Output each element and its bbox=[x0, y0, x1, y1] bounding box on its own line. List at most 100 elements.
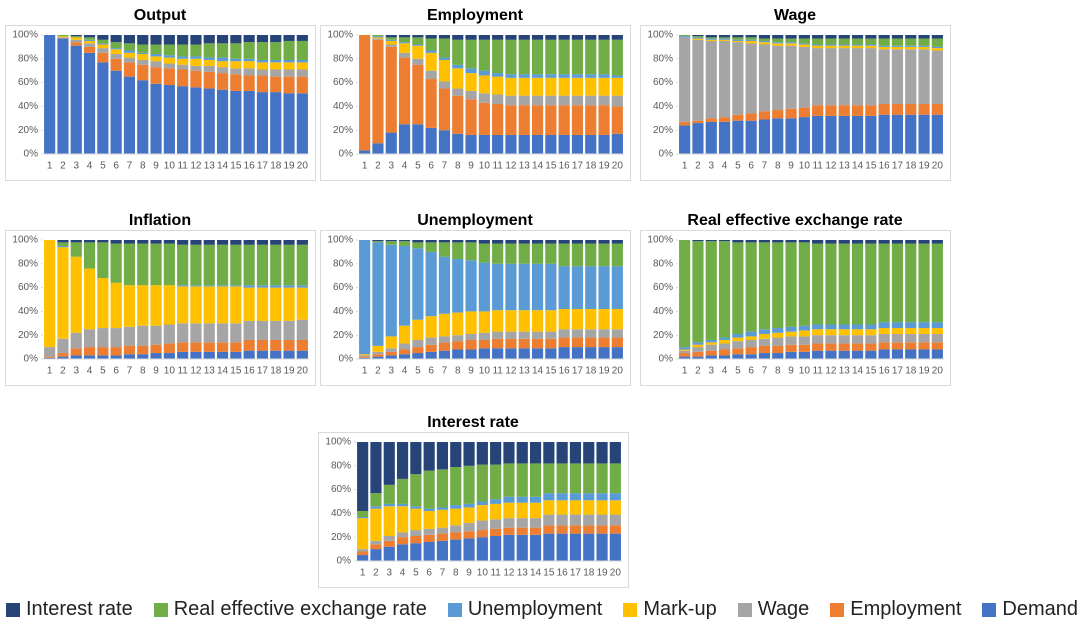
bar-segment bbox=[585, 309, 597, 330]
bar-segment bbox=[150, 67, 162, 84]
bar-segment bbox=[177, 35, 189, 45]
bar-segment bbox=[611, 39, 623, 76]
bar-segment bbox=[692, 37, 704, 39]
bar-segment bbox=[385, 35, 397, 38]
bar-segment bbox=[83, 39, 96, 41]
bar-segment bbox=[583, 500, 595, 515]
bar-segment bbox=[851, 243, 864, 325]
bar-segment bbox=[558, 329, 570, 338]
bar-segment bbox=[745, 35, 757, 38]
bar-segment bbox=[558, 309, 570, 330]
bar-segment bbox=[758, 329, 771, 335]
bar-segment bbox=[891, 114, 904, 154]
bar-segment bbox=[851, 105, 864, 116]
bar-segment bbox=[758, 38, 771, 41]
bar-segment bbox=[110, 355, 122, 359]
bar-segment bbox=[732, 240, 744, 243]
bar-segment bbox=[110, 54, 122, 59]
bar-segment bbox=[516, 502, 528, 519]
bar-segment bbox=[585, 39, 597, 75]
bar-segment bbox=[203, 43, 215, 58]
y-tick-label: 80% bbox=[333, 53, 353, 64]
bar-segment bbox=[203, 286, 215, 324]
bar-segment bbox=[370, 493, 382, 507]
bar-segment bbox=[372, 37, 384, 39]
bar-segment bbox=[718, 40, 731, 118]
bar-segment bbox=[492, 310, 504, 332]
bar-segment bbox=[785, 118, 797, 154]
bar-segment bbox=[492, 35, 504, 40]
bar-segment bbox=[216, 57, 229, 62]
bar-segment bbox=[718, 241, 731, 338]
bar-segment bbox=[865, 38, 877, 45]
bar-segment bbox=[398, 245, 411, 326]
bar-segment bbox=[918, 334, 930, 343]
bar-segment bbox=[243, 42, 255, 59]
bar-segment bbox=[385, 244, 397, 337]
bar-segment bbox=[798, 38, 810, 44]
bar-segment bbox=[503, 527, 515, 535]
bar-segment bbox=[758, 40, 771, 43]
bar-segment bbox=[385, 44, 397, 47]
bar-segment bbox=[177, 342, 189, 352]
bar-segment bbox=[772, 337, 784, 346]
bar-segment bbox=[296, 69, 308, 77]
x-tick-label: 5 bbox=[100, 161, 106, 172]
bar-segment bbox=[230, 68, 242, 75]
bar-segment bbox=[243, 90, 255, 154]
bar-segment bbox=[425, 52, 437, 71]
bar-segment bbox=[256, 339, 269, 351]
x-tick-label: 3 bbox=[388, 366, 394, 377]
bar-segment bbox=[283, 350, 295, 359]
bar-segment bbox=[812, 335, 824, 344]
bar-segment bbox=[57, 353, 69, 357]
bar-segment bbox=[838, 324, 850, 330]
bar-segment bbox=[70, 256, 82, 333]
bar-segment bbox=[203, 244, 215, 286]
bar-segment bbox=[436, 540, 449, 561]
bar-segment bbox=[891, 342, 904, 350]
bar-segment bbox=[190, 286, 202, 324]
y-tick-label: 80% bbox=[333, 258, 353, 269]
bar-segment bbox=[931, 35, 943, 39]
x-tick-label: 4 bbox=[402, 161, 408, 172]
bar-segment bbox=[492, 39, 504, 74]
x-tick-label: 11 bbox=[177, 161, 188, 172]
x-tick-label: 18 bbox=[270, 161, 282, 172]
bar-segment bbox=[851, 350, 864, 359]
bar-segment bbox=[891, 45, 904, 47]
bar-segment bbox=[438, 59, 451, 82]
bar-segment bbox=[529, 442, 542, 464]
x-tick-label: 14 bbox=[532, 366, 544, 377]
bar-segment bbox=[283, 320, 295, 340]
bar-segment bbox=[478, 339, 490, 349]
bar-segment bbox=[425, 316, 437, 338]
bar-segment bbox=[270, 285, 282, 288]
bar-segment bbox=[283, 287, 295, 321]
legend-item: Real effective exchange rate bbox=[153, 598, 427, 621]
bar-segment bbox=[177, 58, 189, 65]
bar-segment bbox=[256, 240, 269, 245]
y-tick-label: 0% bbox=[339, 149, 354, 160]
bar-segment bbox=[436, 442, 449, 470]
bar-segment bbox=[398, 241, 411, 246]
bar-segment bbox=[718, 35, 731, 38]
bar-segment bbox=[931, 243, 943, 323]
bar-segment bbox=[838, 35, 850, 39]
bar-segment bbox=[505, 338, 517, 349]
bar-segment bbox=[745, 37, 757, 40]
bar-segment bbox=[385, 348, 397, 352]
bar-segment bbox=[203, 351, 215, 359]
bar-segment bbox=[412, 58, 424, 65]
bar-segment bbox=[878, 349, 890, 359]
x-tick-label: 19 bbox=[283, 161, 295, 172]
bar-segment bbox=[492, 134, 504, 154]
bar-segment bbox=[918, 342, 930, 350]
bar-segment bbox=[452, 35, 464, 40]
bar-segment bbox=[216, 286, 229, 324]
bar-segment bbox=[556, 525, 568, 534]
bar-segment bbox=[383, 540, 395, 547]
bar-segment bbox=[609, 493, 621, 501]
bar-segment bbox=[398, 349, 411, 355]
x-tick-label: 6 bbox=[428, 161, 434, 172]
